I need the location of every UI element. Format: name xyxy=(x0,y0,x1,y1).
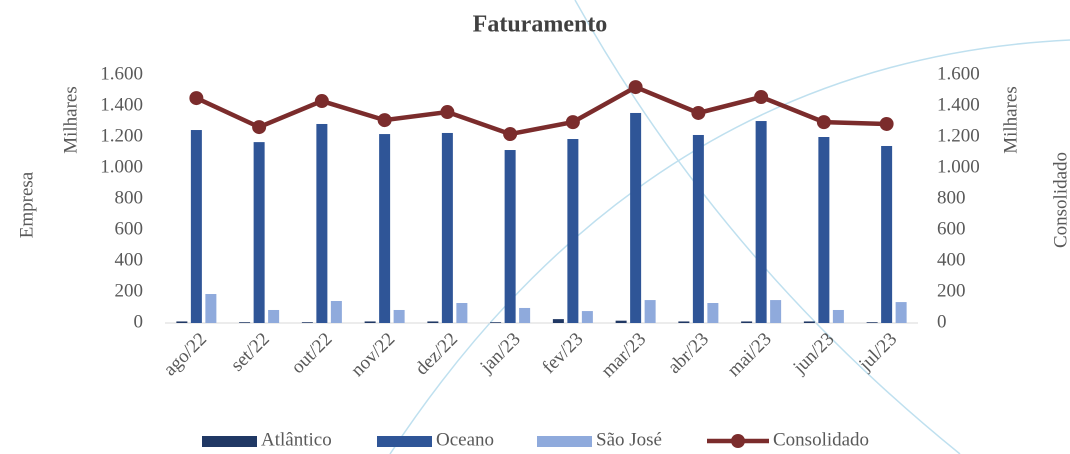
bar xyxy=(818,137,829,323)
legend-label: São José xyxy=(596,429,662,450)
x-tick-label: nov/22 xyxy=(347,329,399,381)
marker xyxy=(691,106,705,120)
marker xyxy=(440,105,454,119)
y-tick-label: 600 xyxy=(115,218,144,239)
bar xyxy=(693,135,704,323)
bar xyxy=(442,133,453,323)
legend-swatch xyxy=(202,436,257,447)
bar xyxy=(316,124,327,323)
bar xyxy=(770,300,781,323)
marker xyxy=(315,94,329,108)
line xyxy=(196,87,886,134)
y2-tick-label: 1.600 xyxy=(937,63,980,84)
y-tick-label: 0 xyxy=(134,311,144,332)
bar xyxy=(678,321,689,323)
bar xyxy=(427,321,438,323)
bar xyxy=(365,321,376,323)
bar xyxy=(205,294,216,323)
chart-title: Faturamento xyxy=(473,12,608,38)
bar xyxy=(630,113,641,323)
marker xyxy=(378,113,392,127)
marker xyxy=(252,120,266,134)
bar xyxy=(239,322,250,323)
y2-axis-title: Consolidado xyxy=(1050,152,1070,248)
bar xyxy=(490,322,501,323)
legend-label: Oceano xyxy=(436,429,494,450)
y2-tick-label: 400 xyxy=(937,249,966,270)
bar xyxy=(867,322,878,323)
y-tick-label: 400 xyxy=(115,249,144,270)
chart: Faturamento Empresa Milhares Milhares Co… xyxy=(0,0,1070,454)
x-tick-label: fev/23 xyxy=(538,329,587,378)
bar xyxy=(582,311,593,323)
marker xyxy=(566,115,580,129)
y2-axis-unit: Milhares xyxy=(1000,86,1021,154)
x-tick-label: mar/23 xyxy=(597,329,650,382)
bar xyxy=(379,134,390,323)
bar xyxy=(331,301,342,323)
marker xyxy=(754,90,768,104)
legend-label: Consolidado xyxy=(773,429,869,450)
bar xyxy=(254,142,265,323)
y2-tick-label: 1.400 xyxy=(937,94,980,115)
bar xyxy=(881,146,892,323)
bar xyxy=(268,310,279,323)
bar xyxy=(804,321,815,323)
y-tick-label: 200 xyxy=(115,280,144,301)
marker xyxy=(189,91,203,105)
x-tick-label: abr/23 xyxy=(664,329,713,378)
y-tick-label: 1.200 xyxy=(100,125,143,146)
y-tick-label: 800 xyxy=(115,187,144,208)
y-axis-unit: Milhares xyxy=(60,86,81,154)
y2-tick-label: 800 xyxy=(937,187,966,208)
y-axis-title: Empresa xyxy=(16,171,37,238)
legend-label: Atlântico xyxy=(261,429,332,450)
y2-tick-label: 600 xyxy=(937,218,966,239)
x-tick-label: set/22 xyxy=(227,329,274,376)
x-tick-label: ago/22 xyxy=(160,329,211,380)
x-tick-label: mai/23 xyxy=(724,329,776,381)
bar xyxy=(553,319,564,323)
bar xyxy=(896,302,907,323)
x-tick-label: jun/23 xyxy=(789,329,839,379)
bar xyxy=(707,303,718,323)
x-tick-label: dez/22 xyxy=(411,329,462,380)
legend-swatch xyxy=(537,436,592,447)
bar xyxy=(176,321,187,323)
y2-tick-label: 200 xyxy=(937,280,966,301)
legend-swatch xyxy=(731,434,745,448)
page: {"chart_data": {"type": "bar-line", "tit… xyxy=(0,0,1070,454)
bar xyxy=(394,310,405,323)
marker xyxy=(817,115,831,129)
bar xyxy=(191,130,202,323)
bar xyxy=(456,303,467,323)
bar xyxy=(616,321,627,323)
y-tick-label: 1.000 xyxy=(100,156,143,177)
bar xyxy=(302,322,313,323)
x-tick-label: out/22 xyxy=(287,329,336,378)
bar xyxy=(645,300,656,323)
y-tick-label: 1.400 xyxy=(100,94,143,115)
bar xyxy=(505,150,516,323)
bar xyxy=(519,308,530,323)
marker xyxy=(503,127,517,141)
bar xyxy=(567,139,578,323)
marker xyxy=(880,117,894,131)
marker xyxy=(629,80,643,94)
bar xyxy=(833,310,844,323)
y2-tick-label: 0 xyxy=(937,311,947,332)
x-tick-label: jan/23 xyxy=(476,329,525,378)
y-tick-label: 1.600 xyxy=(100,63,143,84)
bar xyxy=(756,121,767,323)
y2-tick-label: 1.200 xyxy=(937,125,980,146)
y2-tick-label: 1.000 xyxy=(937,156,980,177)
legend-swatch xyxy=(377,436,432,447)
bar xyxy=(741,321,752,323)
